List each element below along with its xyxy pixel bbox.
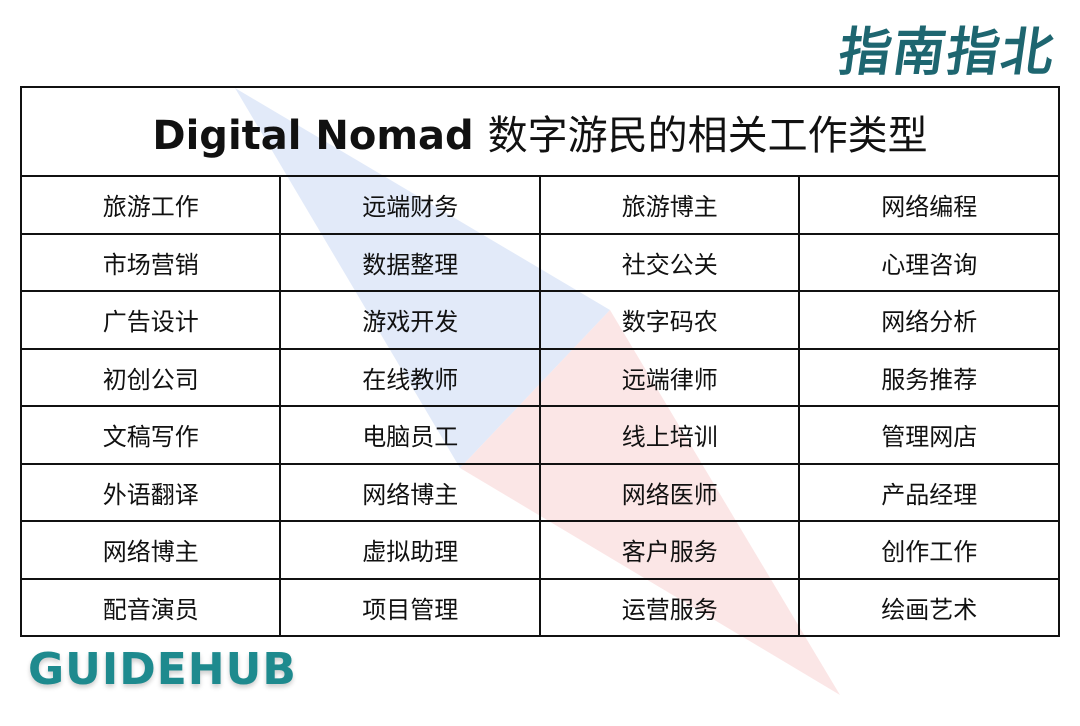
table-row: 广告设计 游戏开发 数字码农 网络分析 bbox=[19, 290, 1060, 350]
table-cell: 初创公司 bbox=[19, 347, 282, 407]
table-cell: 线上培训 bbox=[538, 405, 801, 465]
table-cell: 广告设计 bbox=[19, 290, 282, 350]
table-cell: 电脑员工 bbox=[279, 405, 541, 465]
table-cell: 配音演员 bbox=[19, 577, 282, 637]
table-cell: 旅游工作 bbox=[19, 175, 282, 235]
table-cell: 网络博主 bbox=[279, 462, 541, 522]
table-row: 市场营销 数据整理 社交公关 心理咨询 bbox=[19, 232, 1060, 292]
table-row: 旅游工作 远端财务 旅游博主 网络编程 bbox=[19, 175, 1060, 235]
table-cell: 管理网店 bbox=[798, 405, 1060, 465]
table-cell: 运营服务 bbox=[538, 577, 801, 637]
table-cell: 产品经理 bbox=[798, 462, 1060, 522]
title-en: Digital Nomad bbox=[152, 112, 474, 159]
table-cell: 外语翻译 bbox=[19, 462, 282, 522]
table-cell: 心理咨询 bbox=[798, 232, 1060, 292]
table-cell: 绘画艺术 bbox=[798, 577, 1060, 637]
table-cell: 网络博主 bbox=[19, 520, 282, 580]
table-row: 网络博主 虚拟助理 客户服务 创作工作 bbox=[19, 520, 1060, 580]
table-row: 外语翻译 网络博主 网络医师 产品经理 bbox=[19, 462, 1060, 522]
table-cell: 客户服务 bbox=[538, 520, 801, 580]
table-cell: 服务推荐 bbox=[798, 347, 1060, 407]
table-cell: 在线教师 bbox=[279, 347, 541, 407]
table-cell: 数字码农 bbox=[538, 290, 801, 350]
table-cell: 游戏开发 bbox=[279, 290, 541, 350]
table-cell: 社交公关 bbox=[538, 232, 801, 292]
table-cell: 网络分析 bbox=[798, 290, 1060, 350]
table-cell: 远端律师 bbox=[538, 347, 801, 407]
table-row: 配音演员 项目管理 运营服务 绘画艺术 bbox=[19, 577, 1060, 637]
table-cell: 虚拟助理 bbox=[279, 520, 541, 580]
table-cell: 网络医师 bbox=[538, 462, 801, 522]
job-types-table: Digital Nomad 数字游民的相关工作类型 旅游工作 远端财务 旅游博主 网络… bbox=[19, 86, 1060, 637]
table-cell: 市场营销 bbox=[19, 232, 282, 292]
table-title: Digital Nomad 数字游民的相关工作类型 bbox=[20, 86, 1060, 177]
table-cell: 文稿写作 bbox=[19, 405, 282, 465]
logo-cn: 指南指北 bbox=[834, 22, 1060, 83]
title-cn: 数字游民的相关工作类型 bbox=[487, 112, 928, 159]
table-cell: 项目管理 bbox=[279, 577, 541, 637]
brand-logo: GUIDEHUB bbox=[28, 644, 297, 695]
table-cell: 创作工作 bbox=[798, 520, 1060, 580]
table-cell: 网络编程 bbox=[798, 175, 1060, 235]
table-cell: 旅游博主 bbox=[538, 175, 801, 235]
table-cell: 数据整理 bbox=[279, 232, 541, 292]
table-row: 初创公司 在线教师 远端律师 服务推荐 bbox=[19, 347, 1060, 407]
table-row: 文稿写作 电脑员工 线上培训 管理网店 bbox=[19, 405, 1060, 465]
table-cell: 远端财务 bbox=[279, 175, 541, 235]
